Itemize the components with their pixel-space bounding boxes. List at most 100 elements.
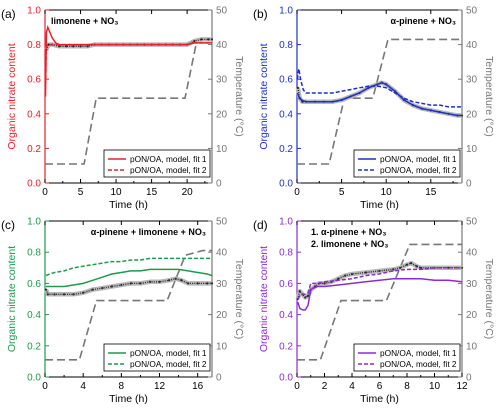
panel-label: (a) <box>1 7 16 21</box>
x-tick-label: 15 <box>146 187 158 198</box>
y2-tick-label: 10 <box>466 144 478 155</box>
x-tick-label: 5 <box>339 187 345 198</box>
y-tick-label: 0.4 <box>279 310 293 321</box>
measured-point <box>44 288 48 291</box>
measured-point <box>410 262 413 265</box>
y2-tick-label: 50 <box>216 217 228 228</box>
measured-point <box>323 282 326 285</box>
y-tick-label: 1.0 <box>279 6 293 17</box>
y2-axis-title: Temperature (°C) <box>483 259 495 340</box>
measured-point <box>200 38 203 41</box>
fit-1-line <box>296 277 463 311</box>
measured-point <box>210 282 214 285</box>
y2-tick-label: 10 <box>216 144 228 155</box>
measured-point <box>110 285 113 288</box>
y-axis-title: Organic nitrate content <box>6 43 18 149</box>
measured-error-band <box>295 80 462 118</box>
x-tick-label: 6 <box>377 381 383 392</box>
y2-tick-label: 0 <box>466 373 472 384</box>
chart-title: α-pinene + limonene + NO₃ <box>91 227 206 237</box>
measured-point <box>72 293 75 296</box>
measured-point <box>148 280 152 283</box>
y-tick-label: 1.0 <box>27 217 41 228</box>
measured-point <box>193 40 196 43</box>
y-tick-label: 0.6 <box>27 75 41 86</box>
legend-label: pON/OA, model, fit 2 <box>380 165 457 175</box>
measured-point <box>82 291 85 294</box>
x-tick-label: 10 <box>111 187 123 198</box>
measured-point <box>101 286 104 290</box>
fit-2-line <box>44 42 212 97</box>
y2-tick-label: 40 <box>216 40 228 51</box>
y2-tick-label: 20 <box>216 109 228 120</box>
temperature-line <box>297 243 462 361</box>
y-tick-label: 0.2 <box>27 144 41 155</box>
measured-point <box>399 266 402 269</box>
y-tick-label: 0.4 <box>27 109 41 120</box>
x-axis-title: Time (h) <box>360 199 399 211</box>
measured-point <box>405 263 409 266</box>
x-axis-title: Time (h) <box>360 393 399 405</box>
measured-point <box>415 265 418 268</box>
x-tick-label: 10 <box>429 381 441 392</box>
x-tick-label: 20 <box>182 187 194 198</box>
y2-tick-label: 0 <box>466 179 472 190</box>
chart-title: 1. α-pinene + NO₃ <box>311 227 386 237</box>
y2-axis-title: Temperature (°C) <box>233 56 245 137</box>
fit-2-line <box>296 68 462 108</box>
measured-point <box>207 38 210 41</box>
y2-tick-label: 50 <box>466 217 478 228</box>
x-tick-label: 4 <box>349 381 355 392</box>
x-axis-title: Time (h) <box>109 199 148 211</box>
measured-point <box>350 272 354 276</box>
x-tick-label: 12 <box>154 381 166 392</box>
measured-point <box>91 288 94 291</box>
fit-1-line <box>296 81 462 117</box>
measured-point <box>337 277 340 280</box>
measured-point <box>298 290 301 293</box>
y2-tick-label: 10 <box>466 341 478 352</box>
measured-error-band <box>43 276 212 297</box>
measured-point <box>419 266 422 269</box>
temperature-line <box>45 38 212 165</box>
y-tick-label: 0.0 <box>279 373 293 384</box>
measured-point <box>392 268 395 271</box>
measured-point <box>378 269 381 273</box>
y2-axis-title: Temperature (°C) <box>233 259 245 340</box>
measured-point <box>174 277 177 280</box>
measured-point <box>196 282 199 285</box>
panel-label: (b) <box>253 7 268 21</box>
y-tick-label: 0.0 <box>27 373 41 384</box>
x-tick-label: 12 <box>456 381 468 392</box>
measured-point <box>296 86 299 89</box>
y2-tick-label: 30 <box>466 75 478 86</box>
measured-point <box>447 266 450 269</box>
legend-label: pON/OA, model, fit 1 <box>130 154 207 164</box>
y-tick-label: 0.8 <box>279 40 293 51</box>
x-tick-label: 0 <box>42 187 48 198</box>
x-tick-label: 4 <box>80 381 86 392</box>
measured-point <box>62 293 66 296</box>
y2-tick-label: 0 <box>216 373 222 384</box>
measured-point <box>364 271 367 274</box>
x-tick-label: 5 <box>78 187 84 198</box>
y-tick-label: 0.4 <box>27 310 41 321</box>
panel-b: 0 5 10 15 0.0 0.2 0.4 0.6 0.8 1.0 0 10 20 30 40 50 Time … <box>253 6 495 212</box>
measured-point <box>304 296 307 299</box>
measured-point <box>344 274 347 277</box>
measured-point <box>86 45 89 48</box>
measured-point <box>58 45 61 48</box>
legend-box <box>103 149 211 178</box>
measured-point <box>167 279 171 282</box>
y2-tick-label: 0 <box>216 179 222 190</box>
x-tick-label: 0 <box>294 381 300 392</box>
y-tick-label: 0.6 <box>279 75 293 86</box>
legend-label: pON/OA, model, fit 1 <box>130 348 207 358</box>
measured-point <box>53 293 56 296</box>
measured-point <box>306 294 310 297</box>
y-tick-label: 0.8 <box>27 40 41 51</box>
x-tick-label: 8 <box>119 381 125 392</box>
y2-tick-label: 50 <box>466 6 478 17</box>
legend-label: pON/OA, model, fit 2 <box>380 359 457 369</box>
measured-point <box>72 45 75 48</box>
